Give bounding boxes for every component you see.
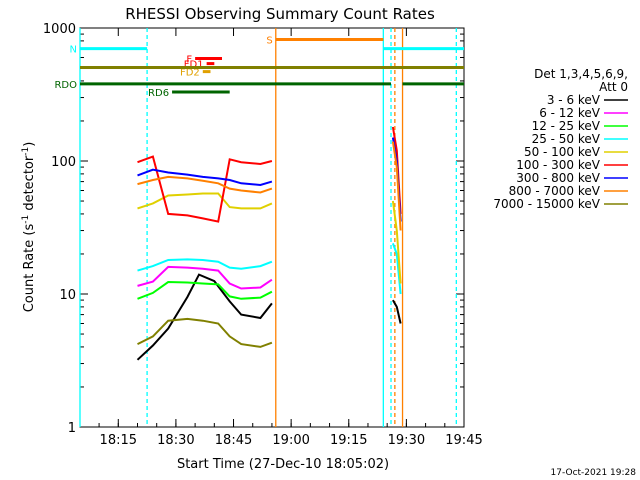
flag-bar-label: S [266, 35, 272, 46]
flag-bar-label: F [186, 54, 192, 65]
chart-title: RHESSI Observing Summary Count Rates [125, 5, 435, 23]
late-spike-line [392, 299, 402, 324]
legend-label: 800 - 7000 keV [509, 184, 601, 198]
series-line [137, 168, 273, 187]
x-tick-label: 19:45 [445, 433, 482, 448]
y-tick-label: 10 [59, 288, 76, 303]
legend-title-line-2: Att 0 [599, 80, 628, 94]
x-tick-label: 19:00 [272, 433, 309, 448]
legend-label: 100 - 300 keV [516, 158, 600, 172]
legend-title-line-1: Det 1,3,4,5,6,9, [534, 67, 628, 81]
x-tick-label: 18:30 [157, 433, 194, 448]
series-line [137, 175, 273, 194]
flag-bar-label: FD1 [184, 60, 204, 71]
series-line [137, 317, 273, 348]
y-tick-labels: 1 10 100 1000 [43, 22, 76, 436]
legend-label: 25 - 50 keV [532, 132, 601, 146]
late-spike-line [391, 243, 402, 295]
vertical-markers [79, 28, 457, 427]
late-spike-line [391, 200, 402, 284]
flag-bar-label: RDO [54, 80, 77, 91]
flag-bar-label: RD6 [148, 88, 169, 99]
axis-ticks [80, 28, 465, 428]
legend-label: 3 - 6 keV [547, 93, 601, 107]
series-line [137, 192, 273, 210]
legend-label: 12 - 25 keV [532, 119, 601, 133]
legend-label: 50 - 100 keV [524, 145, 601, 159]
series-line [137, 265, 273, 290]
plot-frame [79, 27, 465, 428]
footer-timestamp: 17-Oct-2021 19:28 [551, 468, 637, 478]
series-lines [136, 126, 402, 361]
y-tick-label: 100 [51, 155, 76, 170]
y-axis-label-exp: -1 [21, 215, 31, 224]
legend-label: 6 - 12 keV [539, 106, 601, 120]
late-spike-line [391, 141, 402, 231]
x-tick-label: 19:15 [330, 433, 367, 448]
series-line [136, 273, 273, 361]
x-tick-label: 18:45 [215, 433, 252, 448]
series-line [137, 155, 273, 223]
flag-bar-label: N [70, 45, 77, 56]
series-line [137, 258, 273, 272]
x-axis-label: Start Time (27-Dec-10 18:05:02) [177, 457, 389, 472]
flag-bar-label: FD2 [180, 68, 200, 79]
y-tick-label: 1000 [43, 22, 76, 37]
x-tick-label: 18:15 [100, 433, 137, 448]
series-line [137, 280, 273, 300]
y-axis-label: Count Rate (s-1 detector-1) [21, 142, 37, 313]
y-axis-label-main: Count Rate (s [22, 224, 37, 313]
y-tick-label: 1 [68, 421, 76, 436]
x-tick-label: 19:30 [388, 433, 425, 448]
legend-label: 7000 - 15000 keV [493, 197, 600, 211]
y-axis-label-exp2: -1 [21, 147, 31, 156]
x-tick-labels: 18:15 18:30 18:45 19:00 19:15 19:30 19:45 [100, 433, 483, 448]
y-axis-label-close: ) [22, 142, 37, 147]
y-axis-label-tail: detector [22, 155, 37, 215]
legend-label: 300 - 800 keV [516, 171, 600, 185]
